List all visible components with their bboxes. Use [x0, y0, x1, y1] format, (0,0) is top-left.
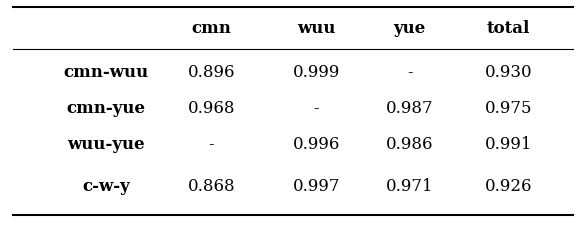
Text: total: total	[487, 20, 530, 36]
Text: wuu-yue: wuu-yue	[67, 135, 145, 152]
Text: 0.991: 0.991	[485, 135, 533, 152]
Text: 0.987: 0.987	[386, 100, 434, 117]
Text: 0.930: 0.930	[485, 64, 533, 81]
Text: 0.896: 0.896	[188, 64, 235, 81]
Text: -: -	[209, 135, 214, 152]
Text: wuu: wuu	[297, 20, 336, 36]
Text: -: -	[407, 64, 413, 81]
Text: yue: yue	[394, 20, 426, 36]
Text: cmn: cmn	[192, 20, 231, 36]
Text: 0.997: 0.997	[292, 177, 340, 194]
Text: c-w-y: c-w-y	[83, 177, 130, 194]
Text: 0.968: 0.968	[188, 100, 235, 117]
Text: 0.996: 0.996	[292, 135, 340, 152]
Text: 0.975: 0.975	[485, 100, 533, 117]
Text: 0.986: 0.986	[386, 135, 434, 152]
Text: cmn-yue: cmn-yue	[67, 100, 146, 117]
Text: 0.868: 0.868	[188, 177, 235, 194]
Text: 0.999: 0.999	[292, 64, 340, 81]
Text: 0.926: 0.926	[485, 177, 533, 194]
Text: cmn-wuu: cmn-wuu	[64, 64, 149, 81]
Text: 0.971: 0.971	[386, 177, 434, 194]
Text: -: -	[314, 100, 319, 117]
